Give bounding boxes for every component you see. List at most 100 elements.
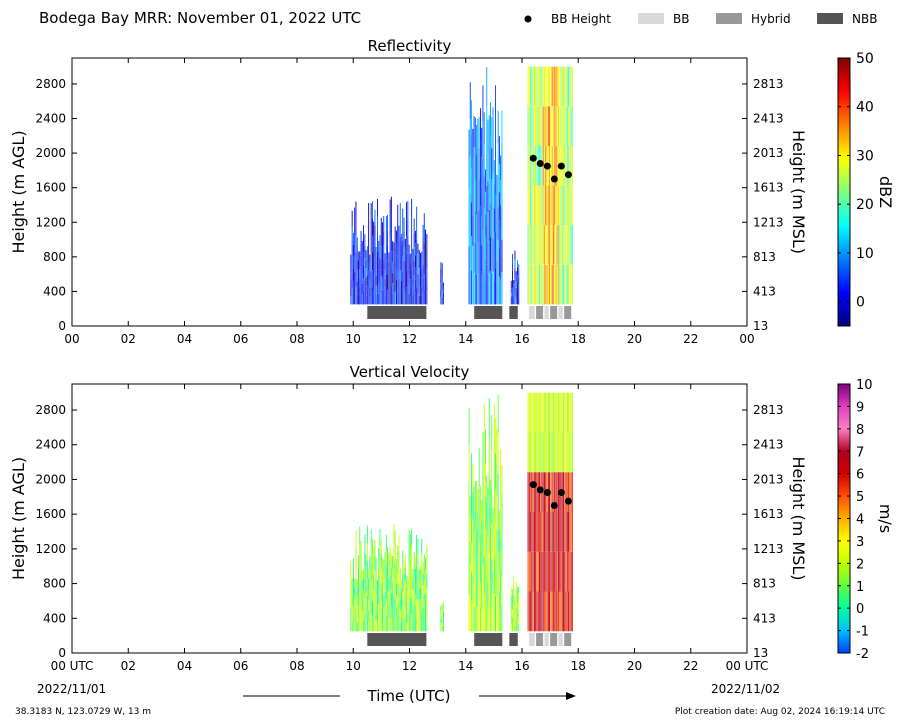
echo-cell [403, 608, 405, 620]
echo-cell [517, 282, 518, 290]
echo-cell [469, 267, 471, 305]
echo-region [527, 392, 573, 632]
echo-cell [420, 620, 421, 632]
echo-cell [490, 555, 491, 581]
echo-cell [552, 185, 554, 226]
echo-cell [518, 594, 520, 602]
echo-cell [372, 235, 373, 253]
echo-cell [473, 115, 475, 148]
echo-cell [369, 594, 371, 607]
echo-cell [369, 569, 371, 582]
echo-cell [383, 583, 385, 596]
echo-cell [568, 512, 569, 552]
echo-cell [379, 563, 381, 581]
echo-cell [560, 432, 562, 473]
echo-cell [547, 225, 549, 265]
echo-cell [387, 214, 388, 230]
echo-cell [549, 225, 550, 265]
echo-cell [570, 392, 572, 433]
echo-cell [481, 186, 483, 217]
echo-cell [364, 598, 366, 616]
echo-cell [570, 145, 572, 186]
echo-cell [390, 286, 392, 305]
echo-cell [517, 260, 518, 268]
precip-type-bar [536, 633, 544, 646]
echo-cell [515, 271, 517, 277]
echo-cell [559, 551, 561, 592]
echo-cell [393, 263, 395, 274]
creation-date: Plot creation date: Aug 02, 2024 16:19:1… [675, 707, 885, 717]
echo-cell [565, 225, 567, 265]
echo-cell [474, 117, 476, 149]
echo-cell [378, 589, 380, 604]
echo-cell [366, 265, 368, 276]
echo-cell [359, 269, 361, 278]
echo-cell [412, 589, 414, 600]
echo-cell [564, 551, 566, 592]
echo-cell [566, 264, 568, 305]
echo-cell [406, 270, 407, 288]
echo-cell [482, 432, 484, 466]
echo-region [510, 250, 520, 305]
echo-cell [534, 512, 535, 552]
echo-cell [561, 392, 563, 433]
echo-cell [477, 149, 479, 181]
echo-cell [495, 194, 496, 232]
echo-cell [380, 538, 382, 554]
echo-cell [422, 251, 424, 265]
echo-cell [413, 591, 415, 605]
echo-cell [565, 66, 567, 107]
echo-cell [356, 622, 358, 632]
echo-cell [547, 392, 549, 433]
echo-cell [378, 272, 380, 284]
colorbar-tick-label: 6 [856, 468, 864, 483]
echo-cell [387, 603, 388, 618]
echo-cell [359, 613, 361, 632]
echo-cell [554, 66, 556, 107]
echo-cell [374, 570, 376, 586]
echo-cell [416, 206, 418, 223]
echo-cell [406, 575, 407, 585]
echo-cell [402, 617, 404, 632]
echo-cell [402, 563, 404, 578]
echo-cell [356, 613, 358, 623]
echo-cell [491, 415, 493, 452]
echo-cell [498, 530, 500, 551]
echo-cell [398, 278, 400, 292]
echo-cell [481, 544, 483, 566]
echo-cell [384, 591, 386, 605]
bb-height-marker [529, 481, 537, 489]
echo-cell [418, 250, 420, 260]
echo-cell [501, 575, 503, 604]
echo-cell [473, 559, 475, 584]
echo-cell [440, 614, 442, 619]
echo-cell [559, 591, 561, 632]
echo-cell [487, 607, 489, 632]
echo-cell [423, 289, 425, 305]
echo-cell [406, 594, 407, 604]
echo-cell [422, 277, 424, 292]
echo-cell [392, 251, 394, 263]
echo-cell [531, 472, 533, 512]
echo-cell [354, 604, 356, 614]
echo-cell [375, 569, 377, 583]
echo-cell [476, 184, 478, 215]
echo-cell [550, 225, 552, 265]
echo-cell [501, 464, 503, 493]
echo-cell [559, 225, 561, 265]
echo-cell [566, 392, 568, 433]
echo-cell [440, 297, 442, 305]
echo-cell [360, 243, 362, 256]
echo-cell [495, 158, 496, 195]
echo-cell [402, 577, 404, 591]
echo-cell [401, 588, 402, 598]
echo-cell [350, 560, 352, 573]
echo-cell [359, 596, 361, 614]
precip-type-bar [509, 633, 518, 646]
echo-cell [423, 258, 425, 274]
echo-cell [350, 296, 352, 305]
echo-cell [492, 172, 494, 206]
echo-cell [365, 554, 367, 568]
echo-cell [556, 145, 558, 186]
echo-cell [383, 230, 385, 246]
